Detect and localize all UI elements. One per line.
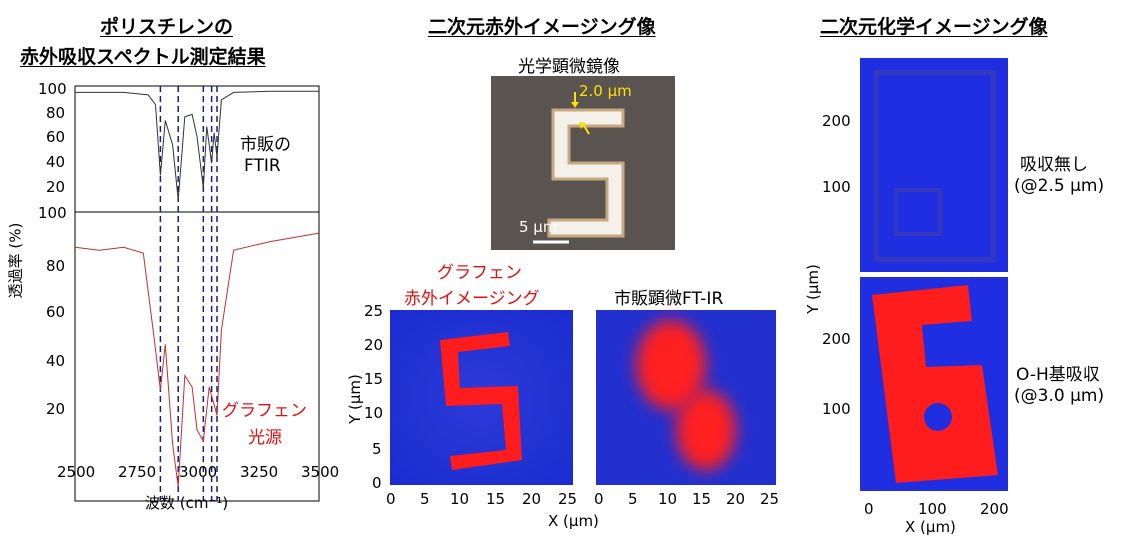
bottom-ytick-100: 100 (38, 204, 67, 222)
middle-title: 二次元赤外イメージング像 (428, 16, 656, 38)
right-ytick-100-top: 100 (822, 178, 851, 196)
spectrum-chart (74, 85, 320, 502)
graphene-ir-image (390, 310, 573, 485)
xtick-2500: 2500 (57, 463, 96, 481)
micro-scale-label: 5 μm (519, 218, 558, 236)
right-ytick-200-top: 200 (822, 112, 851, 130)
graphene-series-line (74, 232, 320, 487)
chem-image-no-absorption (860, 58, 1008, 272)
graphene-source-label-line1: グラフェン (222, 401, 307, 421)
bottom-ytick-20: 20 (46, 400, 66, 418)
s-shape (547, 108, 625, 238)
bottom-ytick-40: 40 (46, 352, 66, 370)
ftir-xtick-25: 25 (760, 490, 780, 508)
xtick-3250: 3250 (240, 463, 279, 481)
mid-xtick-10: 10 (450, 490, 470, 508)
left-title-line2: 赤外吸収スペクトル測定結果 (20, 46, 266, 68)
mid-xtitle: X (μm) (548, 512, 599, 530)
mid-xtick-20: 20 (522, 490, 542, 508)
graphene-imaging-label-line2: 赤外イメージング (404, 289, 540, 309)
right-xtick-100: 100 (918, 500, 947, 518)
ftir-label-line2: FTIR (244, 156, 281, 176)
top-ytick-20: 20 (46, 178, 66, 196)
xtick-3000: 3000 (179, 463, 218, 481)
no-absorption-wavelength: (@2.5 μm) (1014, 176, 1105, 196)
ftir-series-line (75, 90, 319, 200)
ftir-xtick-5: 5 (628, 490, 638, 508)
bottom-plot-frame (74, 211, 320, 502)
left-ytitle: 透過率 (%) (6, 222, 25, 299)
commercial-ftir-image (596, 310, 776, 485)
ftir-xtick-15: 15 (692, 490, 712, 508)
top-ytick-80: 80 (46, 104, 66, 122)
right-ytick-200-bottom: 200 (822, 330, 851, 348)
right-ytitle: Y (μm) (804, 264, 822, 314)
graphene-imaging-label-line1: グラフェン (437, 263, 522, 283)
mid-ytick-5: 5 (372, 440, 382, 458)
commercial-ftir-label: 市販顕微FT-IR (614, 289, 724, 309)
mid-ytitle: Y (μm) (346, 374, 364, 424)
right-xtitle: X (μm) (905, 518, 956, 536)
oh-absorption-label: O-H基吸収 (1016, 365, 1100, 385)
oh-absorption-wavelength: (@3.0 μm) (1014, 386, 1105, 406)
mid-xtick-0: 0 (386, 490, 396, 508)
mid-ytick-25: 25 (364, 302, 384, 320)
no-absorption-label: 吸収無し (1020, 155, 1088, 175)
mid-ytick-15: 15 (364, 370, 384, 388)
mid-xtick-25: 25 (558, 490, 578, 508)
bottom-ytick-60: 60 (46, 303, 66, 321)
mid-ytick-0: 0 (372, 474, 382, 492)
right-xtick-0: 0 (864, 500, 874, 518)
left-xtitle: 波数 (cm⁻¹) (145, 494, 229, 512)
ftir-xtick-0: 0 (594, 490, 604, 508)
ftir-xtick-20: 20 (726, 490, 746, 508)
optical-micrograph: 2.0 μm 5 μm (491, 76, 675, 250)
right-title: 二次元化学イメージング像 (820, 16, 1048, 38)
top-ytick-100: 100 (38, 80, 67, 98)
mid-ytick-20: 20 (364, 336, 384, 354)
ftir-label-line1: 市販の (240, 135, 291, 155)
mid-xtick-5: 5 (420, 490, 430, 508)
top-ytick-60: 60 (46, 128, 66, 146)
micro-dim-label: 2.0 μm (579, 82, 632, 100)
graphene-source-label-line2: 光源 (248, 428, 282, 448)
right-ytick-100-bottom: 100 (822, 400, 851, 418)
bottom-ytick-80: 80 (46, 257, 66, 275)
chem-image-oh-absorption (860, 277, 1008, 491)
left-title-line1: ポリスチレンの (100, 16, 234, 38)
ftir-xtick-10: 10 (658, 490, 678, 508)
top-ytick-40: 40 (46, 153, 66, 171)
micro-label: 光学顕微鏡像 (518, 57, 620, 77)
right-xtick-200: 200 (980, 500, 1009, 518)
mid-xtick-15: 15 (486, 490, 506, 508)
mid-ytick-10: 10 (364, 404, 384, 422)
xtick-3500: 3500 (301, 463, 340, 481)
xtick-2750: 2750 (118, 463, 157, 481)
